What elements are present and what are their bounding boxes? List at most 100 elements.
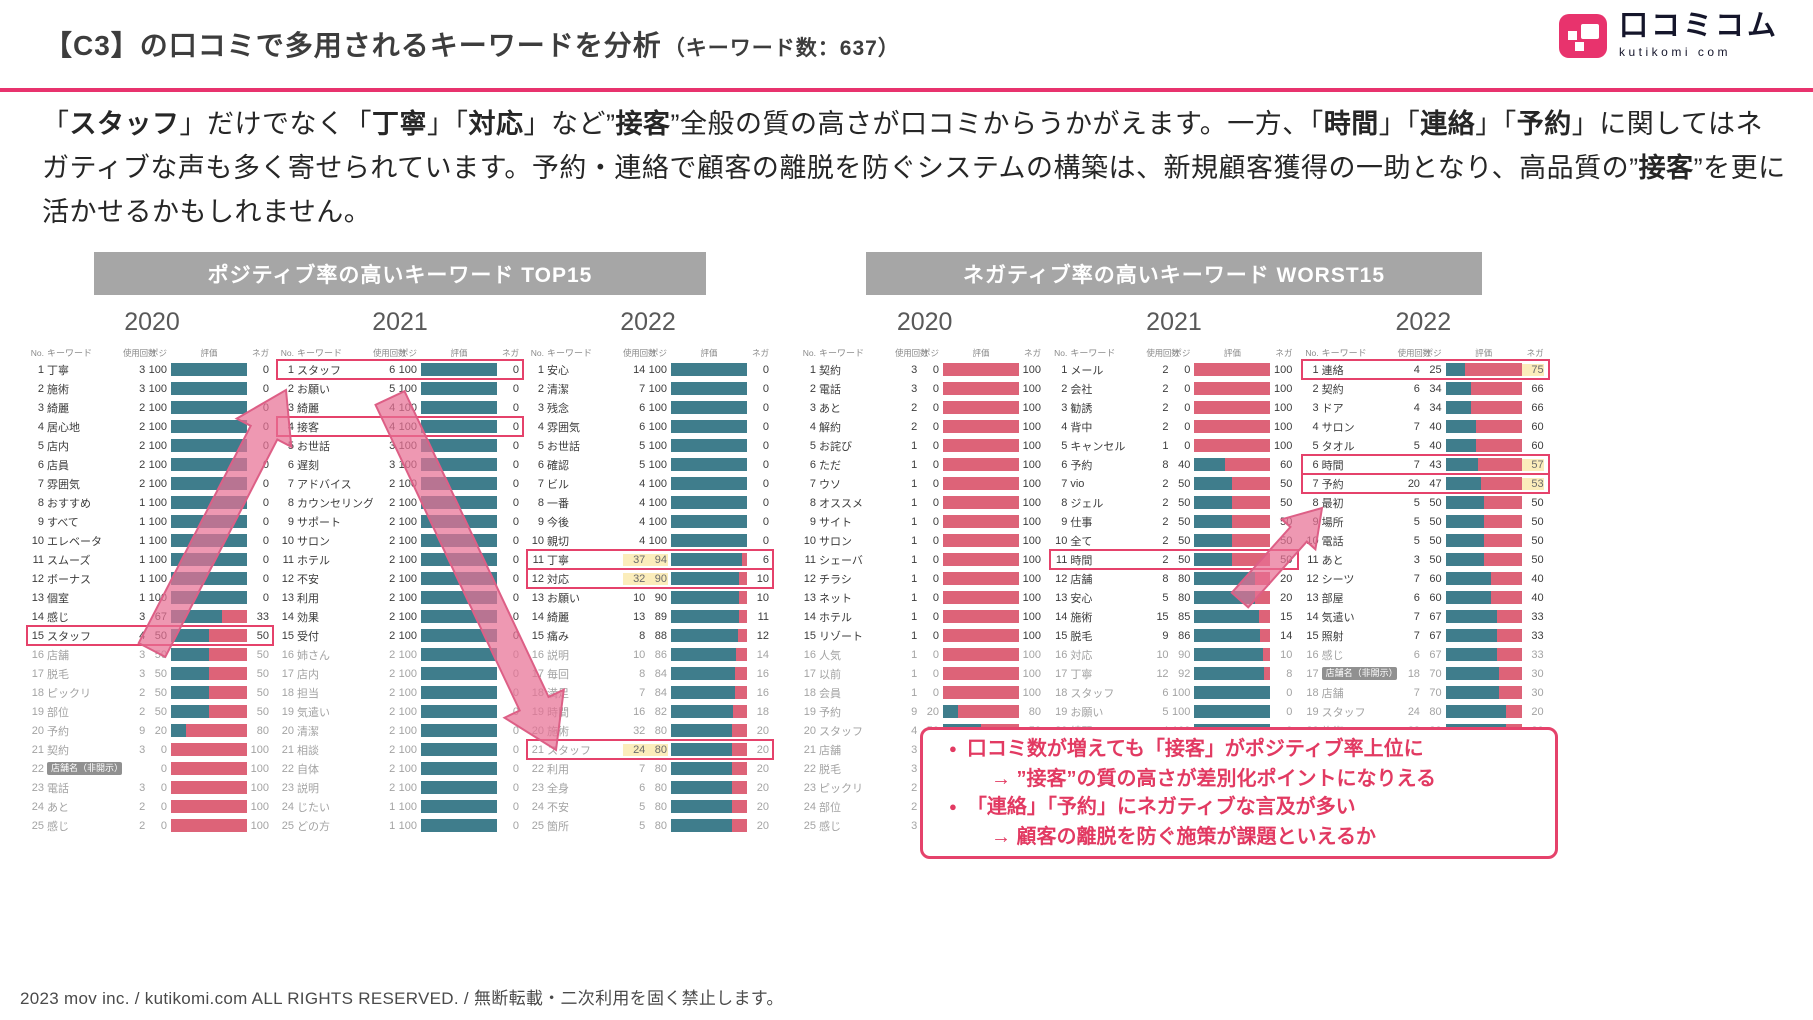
keyword-cell: 箇所 bbox=[547, 820, 569, 833]
table-row: 19 時間 16 82 18 bbox=[528, 702, 772, 721]
negative-pct-cell: 0 bbox=[1286, 705, 1293, 718]
table-row: 3 綺麗 4 100 0 bbox=[278, 398, 522, 417]
usage-count-cell: 7 bbox=[1413, 420, 1420, 433]
row-number: 6 bbox=[809, 458, 816, 471]
intro-text: 」「 bbox=[1378, 109, 1421, 139]
table-row: 4 サロン 7 40 60 bbox=[1303, 417, 1548, 436]
positive-bar-segment bbox=[671, 572, 740, 585]
rating-bar bbox=[1194, 553, 1271, 566]
keyword-cell: 接客 bbox=[297, 421, 319, 434]
negative-bar-segment bbox=[943, 401, 1019, 414]
positive-pct-cell: 0 bbox=[932, 610, 939, 623]
usage-count-cell: 7 bbox=[1413, 458, 1420, 471]
table-row: 7 アドバイス 2 100 0 bbox=[278, 474, 522, 493]
table-row: 2 会社 2 0 100 bbox=[1051, 379, 1296, 398]
positive-pct-cell: 100 bbox=[148, 591, 167, 604]
rating-bar bbox=[671, 477, 747, 490]
positive-pct-cell: 100 bbox=[398, 420, 417, 433]
usage-count-cell: 2 bbox=[389, 534, 395, 547]
negative-bar-segment bbox=[1259, 629, 1271, 642]
col-header-count: 使用回数 bbox=[1146, 347, 1180, 358]
negative-bar-segment bbox=[943, 439, 1019, 452]
row-number: 5 bbox=[809, 439, 816, 452]
negative-bar-segment bbox=[731, 724, 747, 737]
rating-bar bbox=[1445, 515, 1522, 528]
rating-bar bbox=[421, 724, 497, 737]
table-row: 25 感じ 2 0 100 bbox=[28, 816, 272, 835]
rating-bar bbox=[671, 705, 747, 718]
keyword-cell: ウソ bbox=[819, 478, 841, 491]
row-number: 22 bbox=[31, 762, 44, 775]
col-header-rating: 評価 bbox=[450, 347, 468, 358]
table-row: 11 シェーバ 1 0 100 bbox=[800, 550, 1045, 569]
table-row: 12 店舗 8 80 20 bbox=[1051, 569, 1296, 588]
row-number: 13 bbox=[281, 591, 294, 604]
intro-text: 」だけでなく「 bbox=[179, 109, 372, 139]
usage-count-cell: 2 bbox=[389, 477, 395, 490]
row-number: 8 bbox=[1312, 496, 1319, 509]
negative-pct-cell: 0 bbox=[512, 572, 519, 585]
table-row: 6 時間 7 43 57 bbox=[1300, 454, 1551, 475]
keyword-cell: サイト bbox=[819, 516, 852, 529]
usage-count-cell: 1 bbox=[139, 591, 145, 604]
row-number: 7 bbox=[809, 477, 816, 490]
negative-bar-segment bbox=[1255, 591, 1271, 604]
positive-pct-cell: 100 bbox=[398, 382, 417, 395]
row-number: 21 bbox=[31, 743, 44, 756]
negative-pct-cell: 0 bbox=[262, 382, 269, 395]
negative-pct-cell: 0 bbox=[512, 610, 519, 623]
row-number: 18 bbox=[281, 686, 294, 699]
positive-pct-cell: 100 bbox=[148, 439, 167, 452]
table-row: 14 気遣い 7 67 33 bbox=[1303, 607, 1548, 626]
negative-pct-cell: 0 bbox=[262, 534, 269, 547]
positive-pct-cell: 67 bbox=[1429, 629, 1442, 642]
negative-bar-segment bbox=[186, 724, 247, 737]
rating-bar bbox=[421, 553, 497, 566]
logo-icon-shape bbox=[1580, 23, 1599, 39]
rating-bar bbox=[421, 762, 497, 775]
col-header-no: No. bbox=[1305, 347, 1319, 358]
row-number: 14 bbox=[531, 610, 544, 623]
usage-count-cell: 6 bbox=[1413, 591, 1420, 604]
positive-bar-segment bbox=[1445, 534, 1484, 547]
rating-bar bbox=[1194, 420, 1271, 433]
usage-count-cell: 1 bbox=[911, 458, 917, 471]
rating-bar bbox=[171, 515, 247, 528]
positive-pct-cell: 100 bbox=[648, 496, 667, 509]
positive-bar-segment bbox=[671, 496, 747, 509]
negative-pct-cell: 0 bbox=[262, 401, 269, 414]
row-number: 4 bbox=[537, 420, 544, 433]
usage-count-cell: 2 bbox=[389, 496, 395, 509]
positive-pct-cell: 100 bbox=[648, 401, 667, 414]
negative-bar-segment bbox=[943, 420, 1019, 433]
negative-pct-cell: 6 bbox=[762, 553, 769, 566]
positive-pct-cell: 100 bbox=[398, 667, 417, 680]
usage-count-cell: 1 bbox=[139, 553, 145, 566]
rating-bar bbox=[421, 800, 497, 813]
negative-pct-cell: 100 bbox=[1022, 420, 1041, 433]
negative-pct-cell: 100 bbox=[1022, 686, 1041, 699]
keyword-cell: 店員 bbox=[47, 459, 69, 472]
negative-pct-cell: 50 bbox=[1280, 477, 1293, 490]
keyword-cell: 時間 bbox=[547, 706, 569, 719]
usage-count-cell: 1 bbox=[139, 572, 145, 585]
table-row: 18 担当 2 100 0 bbox=[278, 683, 522, 702]
usage-count-cell: 4 bbox=[139, 629, 145, 642]
intro-text: 」に関してはネガティブな声も多く寄せられています。予約・連絡で顧客の離脱を防ぐシ… bbox=[42, 109, 1763, 183]
usage-count-cell: 1 bbox=[911, 515, 917, 528]
positive-pct-cell: 0 bbox=[932, 477, 939, 490]
positive-pct-cell: 100 bbox=[648, 458, 667, 471]
negative-pct-cell: 0 bbox=[512, 439, 519, 452]
negative-pct-cell: 50 bbox=[256, 629, 269, 642]
keyword-cell: 親切 bbox=[547, 535, 569, 548]
negative-bar-segment bbox=[209, 629, 247, 642]
positive-bar-segment bbox=[1445, 477, 1482, 490]
usage-count-cell: 10 bbox=[633, 591, 645, 604]
table-row: 1 スタッフ 6 100 0 bbox=[276, 359, 524, 380]
keyword-cell: どの方 bbox=[297, 820, 330, 833]
table-row: 11 スムーズ 1 100 0 bbox=[28, 550, 272, 569]
row-number: 5 bbox=[1061, 439, 1068, 452]
negative-pct-cell: 75 bbox=[1521, 363, 1544, 376]
row-number: 18 bbox=[803, 686, 816, 699]
negative-bar-segment bbox=[171, 819, 247, 832]
